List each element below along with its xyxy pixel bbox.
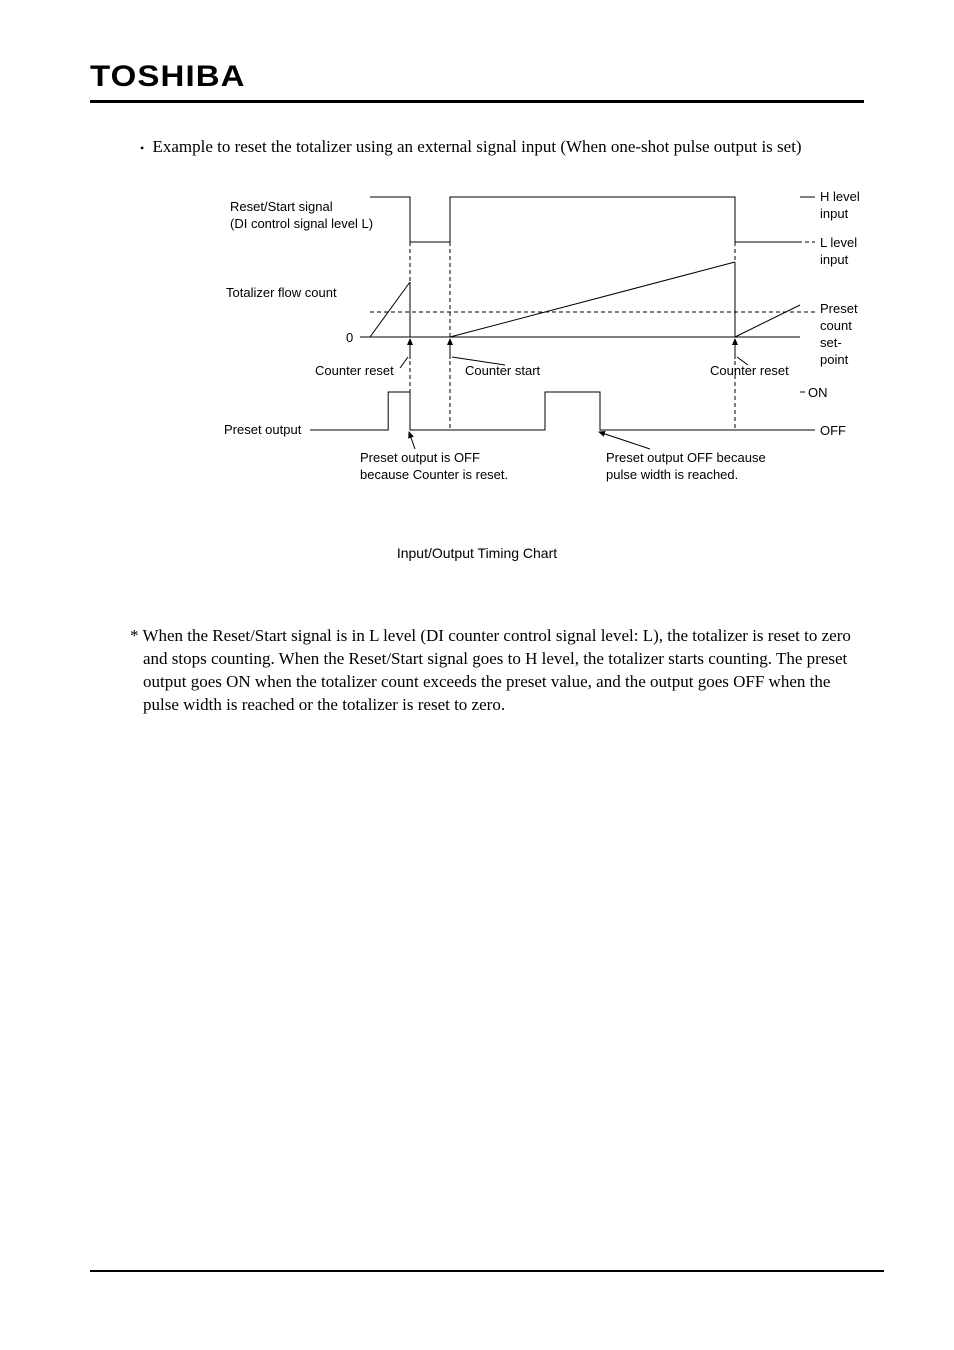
page: TOSHIBA • Example to reset the totalizer… xyxy=(0,0,954,1350)
footnote-marker: * xyxy=(130,626,139,645)
chart-caption: Input/Output Timing Chart xyxy=(90,545,864,561)
intro-line: • Example to reset the totalizer using a… xyxy=(140,137,864,157)
brand-logo: TOSHIBA xyxy=(90,60,941,94)
footnote: * When the Reset/Start signal is in L le… xyxy=(130,625,854,717)
footnote-text: When the Reset/Start signal is in L leve… xyxy=(139,626,851,714)
intro-text: Example to reset the totalizer using an … xyxy=(152,137,801,156)
bullet-icon: • xyxy=(140,141,144,155)
timing-chart-svg xyxy=(160,187,860,537)
timing-chart: Reset/Start signal (DI control signal le… xyxy=(160,187,860,537)
header-rule xyxy=(90,100,864,103)
footer-rule xyxy=(90,1270,884,1272)
